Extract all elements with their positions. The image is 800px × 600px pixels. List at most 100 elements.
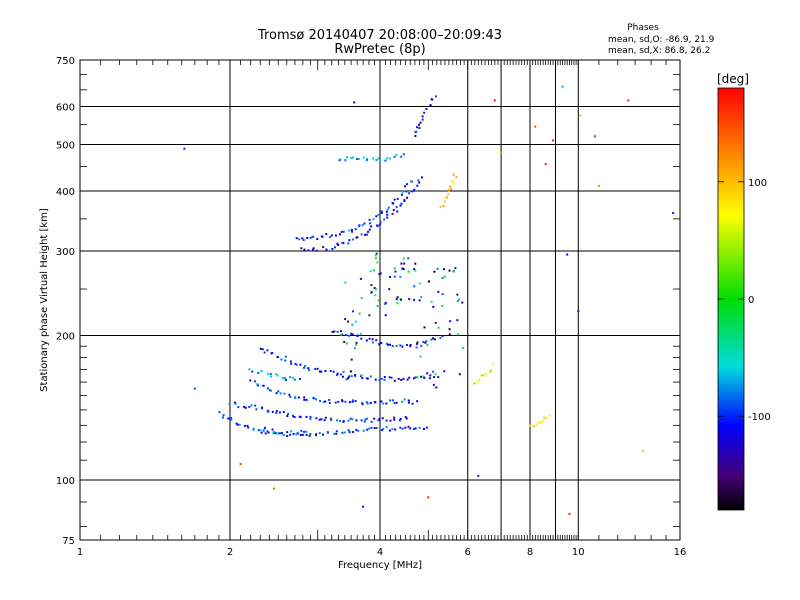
data-point <box>380 212 383 215</box>
data-point <box>376 224 379 227</box>
data-point <box>237 406 240 409</box>
data-point <box>320 235 323 238</box>
data-point <box>402 153 405 156</box>
data-point <box>461 301 464 304</box>
data-point <box>409 427 412 430</box>
data-point <box>286 415 289 417</box>
data-point <box>434 373 437 376</box>
data-point <box>409 345 412 348</box>
data-point <box>270 352 273 355</box>
data-point <box>368 228 371 231</box>
data-point <box>425 340 428 343</box>
data-point <box>370 284 373 287</box>
y-tick-label: 600 <box>56 103 75 114</box>
data-point <box>353 101 356 104</box>
data-point <box>441 277 444 279</box>
data-point <box>456 300 459 302</box>
data-point <box>360 297 363 300</box>
data-point <box>413 188 416 191</box>
data-point <box>418 426 421 429</box>
data-point <box>315 417 318 420</box>
data-point <box>293 416 296 418</box>
data-point <box>222 416 224 419</box>
data-point <box>386 208 389 211</box>
data-point <box>303 396 306 399</box>
data-point <box>347 429 350 432</box>
data-point <box>406 344 408 346</box>
data-point <box>344 281 347 284</box>
data-point <box>424 341 427 344</box>
data-point <box>500 152 503 154</box>
data-point <box>477 474 480 477</box>
data-point <box>351 399 354 402</box>
data-point <box>347 419 350 422</box>
data-point <box>393 402 396 405</box>
data-point <box>344 334 347 336</box>
data-point <box>345 378 348 381</box>
data-point <box>385 402 388 405</box>
data-point <box>303 248 306 251</box>
data-point <box>448 328 451 331</box>
data-point <box>399 344 402 347</box>
data-point <box>376 305 379 307</box>
y-tick-label: 750 <box>56 56 75 67</box>
data-point <box>261 406 263 409</box>
data-point <box>361 377 364 380</box>
data-point <box>384 159 387 162</box>
data-point <box>301 433 304 436</box>
data-point <box>456 319 459 322</box>
data-point <box>347 320 349 323</box>
data-point <box>377 157 380 160</box>
data-point <box>378 273 381 276</box>
data-point <box>375 427 378 429</box>
data-point <box>456 333 459 336</box>
data-point <box>319 400 322 402</box>
data-point <box>230 418 233 421</box>
data-point <box>401 400 404 403</box>
data-point <box>256 383 259 386</box>
data-point <box>541 420 544 422</box>
data-point <box>395 153 398 156</box>
data-point <box>452 173 455 176</box>
data-point <box>366 417 369 420</box>
data-point <box>491 363 494 366</box>
data-point <box>414 376 417 379</box>
data-point <box>384 302 387 305</box>
data-point <box>396 296 399 299</box>
data-point <box>267 372 269 375</box>
data-point <box>376 261 379 264</box>
data-point <box>252 428 255 431</box>
data-point <box>368 337 371 340</box>
data-point <box>391 427 394 430</box>
data-point <box>342 370 345 373</box>
data-point <box>397 377 400 380</box>
data-point <box>418 123 420 126</box>
chart-title: Tromsø 20140407 20:08:00–20:09:43 <box>257 28 502 43</box>
data-point <box>236 423 239 426</box>
data-point <box>415 346 418 349</box>
data-point <box>229 416 232 419</box>
data-point <box>364 233 366 236</box>
data-point <box>407 401 410 404</box>
data-point <box>347 334 350 337</box>
data-point <box>244 406 247 409</box>
data-point <box>489 370 492 373</box>
data-point <box>428 377 431 380</box>
data-point <box>368 218 371 221</box>
data-point <box>437 290 440 293</box>
x-axis-label: Frequency [MHz] <box>338 560 422 571</box>
data-point <box>404 416 407 419</box>
data-point <box>370 427 373 429</box>
data-point <box>432 383 435 386</box>
data-point <box>331 331 334 333</box>
data-point <box>351 400 354 403</box>
data-point <box>375 159 378 162</box>
data-point <box>366 402 369 405</box>
data-point <box>369 222 372 225</box>
data-point <box>365 339 368 342</box>
data-points <box>183 85 675 515</box>
data-point <box>421 115 424 118</box>
x-tick-label: 2 <box>227 547 233 558</box>
data-point <box>627 99 630 102</box>
data-point <box>360 419 363 422</box>
